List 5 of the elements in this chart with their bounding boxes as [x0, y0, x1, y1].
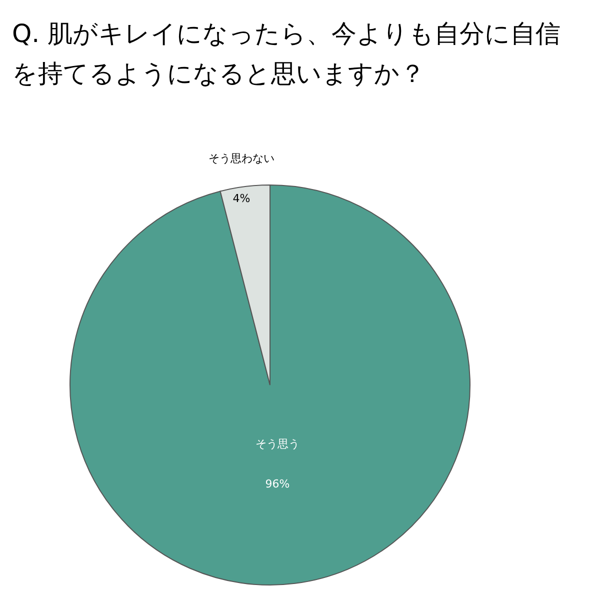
slice-label: そう思う	[256, 438, 300, 451]
data-label: 96%	[265, 478, 290, 491]
data-label: 4%	[232, 192, 250, 205]
chart-title: Q. 肌がキレイになったら、今よりも自分に自信を持てるようになると思いますか？	[12, 18, 562, 90]
slice-label: そう思わない	[208, 152, 274, 165]
